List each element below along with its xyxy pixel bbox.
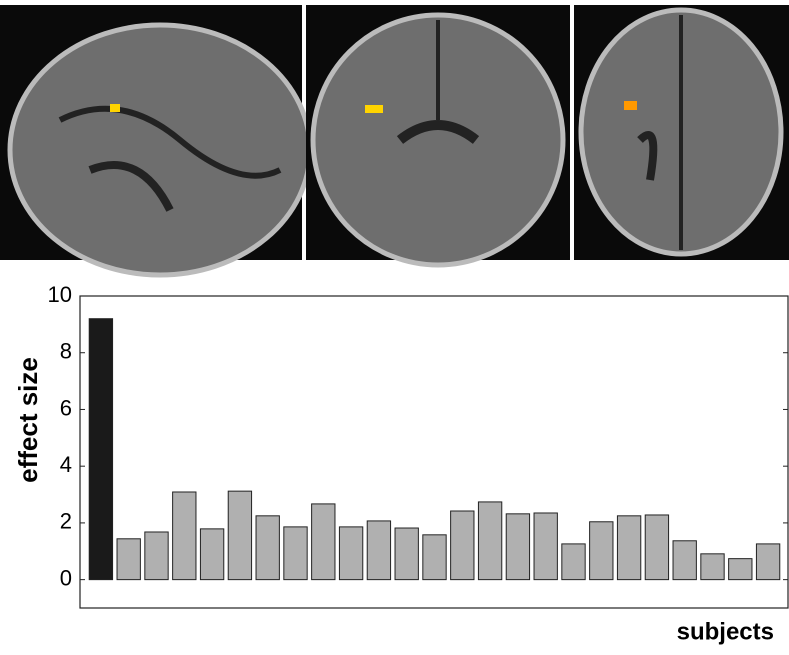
bar: [617, 516, 640, 580]
y-tick-label: 6: [60, 395, 72, 420]
bar: [395, 528, 418, 580]
bar: [590, 522, 613, 580]
bar: [534, 513, 557, 580]
bar: [312, 504, 335, 580]
y-tick-label: 0: [60, 565, 72, 590]
bar: [756, 544, 779, 580]
brain-sagittal: [0, 5, 310, 275]
brain-axial: [574, 5, 789, 260]
bar: [645, 515, 668, 580]
bar: [228, 491, 251, 579]
y-tick-label: 2: [60, 509, 72, 534]
y-axis-label: effect size: [13, 357, 43, 483]
y-tick-label: 4: [60, 452, 72, 477]
bar: [423, 535, 446, 580]
y-tick-label: 8: [60, 339, 72, 364]
bar: [673, 541, 696, 580]
bar: [173, 492, 196, 580]
bar: [284, 527, 307, 580]
bar: [506, 514, 529, 580]
bar: [200, 529, 223, 580]
bar: [729, 559, 752, 580]
bar: [256, 516, 279, 580]
bar: [117, 539, 140, 580]
y-tick-label: 10: [48, 282, 72, 307]
bar: [478, 502, 501, 580]
brain-coronal: [306, 5, 570, 265]
bar: [562, 544, 585, 580]
bar: [367, 521, 390, 580]
bar: [89, 319, 112, 580]
figure: effect size subjects 0 2 4 6 8 10: [0, 0, 789, 650]
bar: [145, 532, 168, 580]
bar: [451, 511, 474, 580]
bar: [339, 527, 362, 580]
x-axis-label: subjects: [677, 618, 774, 645]
bar: [701, 554, 724, 580]
